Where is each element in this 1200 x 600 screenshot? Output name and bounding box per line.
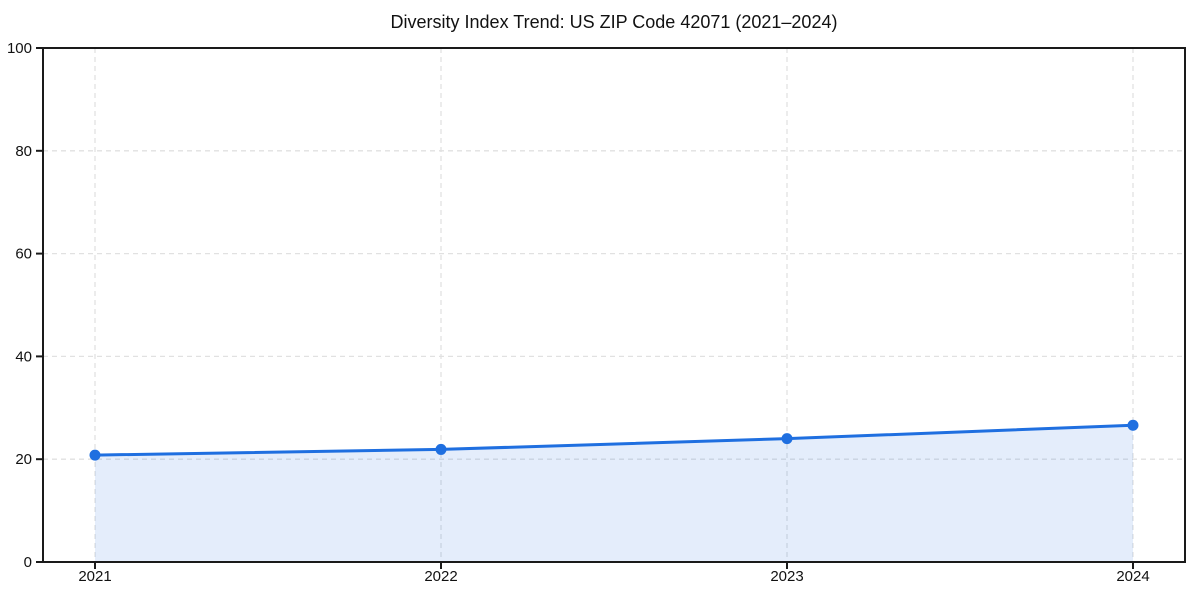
data-point xyxy=(435,443,447,455)
x-tick-label: 2024 xyxy=(1116,568,1149,585)
plot-border xyxy=(42,47,1186,563)
y-tick-label: 100 xyxy=(7,40,32,57)
data-point xyxy=(1127,419,1139,431)
y-tick-label: 40 xyxy=(15,348,32,365)
x-tick-label: 2021 xyxy=(78,568,111,585)
y-tick-label: 60 xyxy=(15,246,32,263)
data-point xyxy=(89,449,101,461)
y-tick-label: 20 xyxy=(15,451,32,468)
area-fill xyxy=(95,425,1133,562)
trend-line xyxy=(93,423,1135,457)
x-tick-label: 2022 xyxy=(424,568,457,585)
x-tick-label: 2023 xyxy=(770,568,803,585)
y-tick-label: 80 xyxy=(15,143,32,160)
y-tick-label: 0 xyxy=(24,554,32,571)
chart-title: Diversity Index Trend: US ZIP Code 42071… xyxy=(390,12,838,32)
data-point xyxy=(781,433,793,445)
